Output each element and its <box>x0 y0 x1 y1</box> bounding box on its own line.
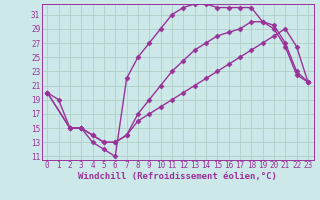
X-axis label: Windchill (Refroidissement éolien,°C): Windchill (Refroidissement éolien,°C) <box>78 172 277 181</box>
